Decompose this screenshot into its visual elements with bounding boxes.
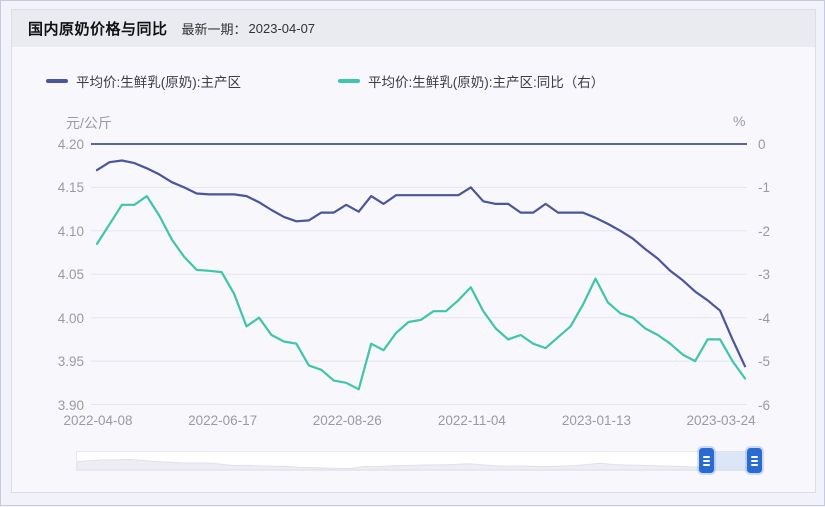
datazoom-handle-left[interactable] — [699, 448, 714, 473]
yoy-series-swatch-icon — [338, 79, 360, 83]
x-axis-tick: 2023-01-13 — [561, 413, 631, 428]
y-axis-tick-left: 4.20 — [57, 137, 84, 152]
legend-label-yoy: 平均价:生鲜乳(原奶):主产区:同比（右） — [368, 75, 605, 90]
datazoom-selected-window[interactable] — [714, 451, 747, 471]
y-axis-tick-right: 0 — [758, 137, 766, 152]
data-shadow-area — [77, 458, 757, 470]
y-axis-tick-right: -5 — [758, 354, 771, 370]
y-axis-tick-right: -3 — [758, 267, 771, 283]
y-axis-tick-left: 4.05 — [57, 267, 84, 283]
y-axis-tick-right: -6 — [758, 397, 771, 413]
drag-handle-lines-icon — [703, 455, 710, 458]
x-axis-tick: 2022-08-26 — [312, 413, 382, 428]
drag-handle-lines-icon — [751, 455, 758, 458]
x-axis-tick: 2022-06-17 — [188, 413, 258, 428]
chart-title: 国内原奶价格与同比 — [28, 21, 168, 38]
legend-item-yoy[interactable]: 平均价:生鲜乳(原奶):主产区:同比（右） — [338, 72, 604, 90]
datazoom-data-shadow — [77, 458, 757, 470]
y-axis-tick-left: 4.00 — [57, 310, 84, 326]
y-axis-tick-left: 4.10 — [57, 223, 84, 239]
x-axis-tick: 2022-11-04 — [437, 413, 506, 428]
chart-card: 国内原奶价格与同比 最新一期： 2023-04-07 平均价:生鲜乳(原奶):主… — [11, 9, 816, 493]
y-axis-tick-right: -2 — [758, 223, 771, 239]
price-series-swatch-icon — [46, 79, 68, 83]
x-axis-tick: 2022-04-08 — [63, 413, 133, 428]
card-header: 国内原奶价格与同比 最新一期： 2023-04-07 — [12, 10, 815, 47]
latest-period-date: 2023-04-07 — [248, 21, 316, 36]
latest-period-label: 最新一期： — [181, 22, 247, 37]
datazoom-track[interactable] — [76, 451, 758, 471]
x-axis-tick: 2023-03-24 — [686, 413, 756, 428]
y-axis-tick-left: 3.95 — [57, 354, 84, 370]
y-axis-tick-left: 4.15 — [57, 180, 84, 196]
y-axis-tick-right: -1 — [758, 180, 771, 196]
datazoom-handle-right[interactable] — [747, 448, 762, 473]
y-axis-tick-right: -4 — [758, 310, 771, 326]
right-axis-unit: % — [733, 113, 746, 129]
y-axis-tick-left: 3.90 — [57, 397, 84, 413]
legend-item-price[interactable]: 平均价:生鲜乳(原奶):主产区 — [46, 72, 241, 90]
left-axis-unit: 元/公斤 — [66, 115, 112, 131]
legend-label-price: 平均价:生鲜乳(原奶):主产区 — [76, 75, 241, 90]
